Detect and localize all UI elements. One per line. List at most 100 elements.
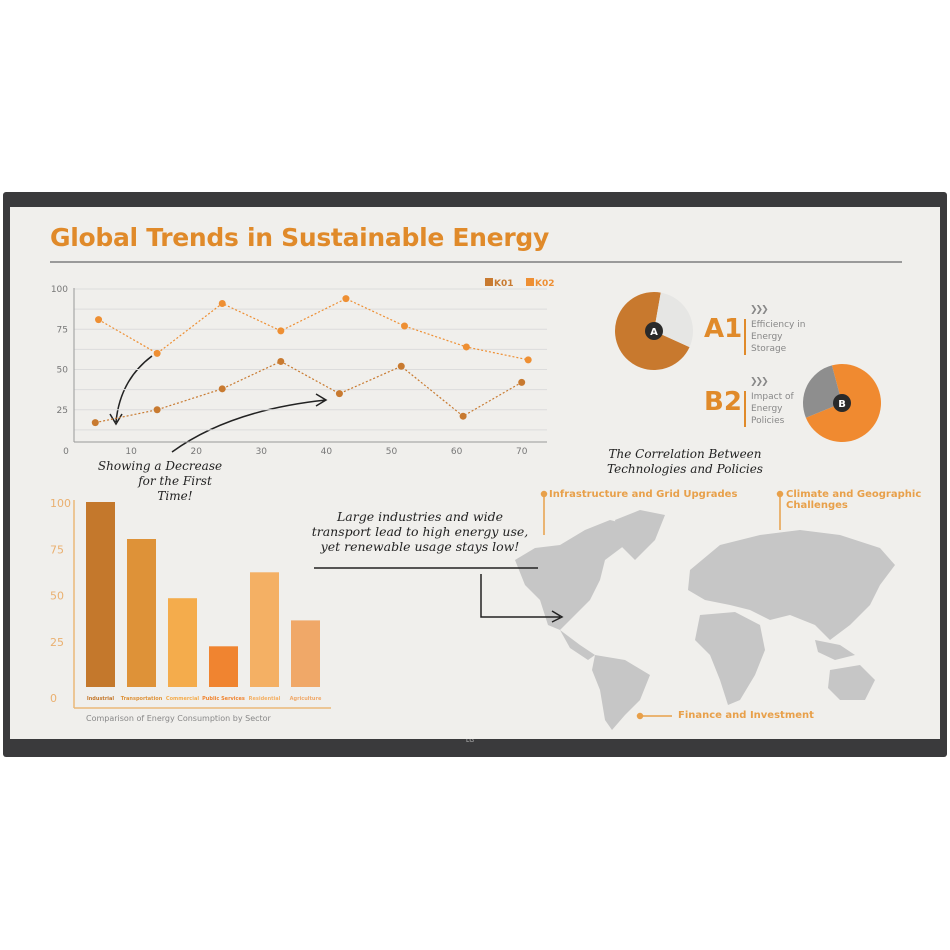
line-chart: 0 10 20 30 40 50 60 70 100 75 50 25 K01 K02 xyxy=(51,278,555,457)
annotation-line-1: Showing a Decrease xyxy=(97,459,223,473)
data-point-k02 xyxy=(153,349,161,357)
annotation-line-2: transport lead to high energy use, xyxy=(311,524,529,539)
x-tick-label: 20 xyxy=(190,447,202,457)
line-annotation: Showing a Decrease for the First Time! xyxy=(90,459,230,504)
pie-b-tag: B2 xyxy=(704,387,742,417)
annotation-line-3: yet renewable usage stays low! xyxy=(320,539,520,554)
data-point-k02 xyxy=(95,316,103,324)
data-point-k01 xyxy=(518,378,526,386)
chevrons-icon: ❯❯❯ xyxy=(750,377,769,387)
y-tick-label: 25 xyxy=(57,406,68,416)
category-label: Residential xyxy=(249,696,281,702)
annotation-line-2: for the First Time! xyxy=(138,474,212,503)
bar-industrial xyxy=(86,502,115,687)
category-label: Agriculture xyxy=(290,696,322,702)
lg-logo: LG xyxy=(466,737,474,744)
bar-transportation xyxy=(127,539,156,687)
chevrons-icon: ❯❯❯ xyxy=(750,305,769,315)
x-tick-label: 10 xyxy=(125,447,137,457)
map-north-america xyxy=(515,520,630,630)
x-tick-label: 40 xyxy=(321,447,333,457)
bar-residential xyxy=(250,572,279,687)
y-tick-label: 50 xyxy=(57,366,69,376)
legend-label: K01 xyxy=(494,279,514,289)
pie-a-caption: Efficiency in Energy Storage xyxy=(744,319,805,355)
map-label-climate: Climate and Geographic Challenges xyxy=(786,489,921,511)
pie-a-slice xyxy=(654,292,694,348)
x-tick-label: 0 xyxy=(63,447,69,457)
data-point-k02 xyxy=(462,343,470,351)
hand-arrows xyxy=(109,355,564,623)
data-point-k02 xyxy=(342,295,350,303)
map-africa xyxy=(695,612,765,705)
map-title-line-1: The Correlation Between xyxy=(608,447,762,461)
arrow-to-k01-dip xyxy=(171,393,328,453)
data-point-k01 xyxy=(277,357,285,365)
page-title: Global Trends in Sustainable Energy xyxy=(50,223,549,252)
bar-agriculture xyxy=(291,620,320,687)
map-annotation: Large industries and wide transport lead… xyxy=(300,509,540,554)
bar-commercial xyxy=(168,598,197,687)
caption-line: Policies xyxy=(751,416,785,426)
pie-charts: AB xyxy=(615,292,881,442)
bar-chart: 100 75 50 25 0 Industrial Transportation Commer… xyxy=(50,497,331,723)
map-central-america xyxy=(560,630,595,660)
data-point-k01 xyxy=(397,362,405,370)
map-south-america xyxy=(592,655,650,730)
pin-dot xyxy=(636,712,644,720)
map-title-line-2: Technologies and Policies xyxy=(607,462,763,476)
category-label: Transportation xyxy=(121,696,163,702)
map-label-infrastructure: Infrastructure and Grid Upgrades xyxy=(549,489,738,500)
map-southeast-asia xyxy=(815,640,855,660)
series-line-k02 xyxy=(98,297,529,361)
map-greenland xyxy=(615,510,665,560)
data-point-k01 xyxy=(459,412,467,420)
data-point-k01 xyxy=(218,385,226,393)
y-tick-label: 100 xyxy=(51,285,68,295)
map-europe-asia xyxy=(688,530,895,640)
y-tick-label: 75 xyxy=(57,325,68,335)
x-tick-label: 30 xyxy=(256,447,268,457)
bar-chart-caption: Comparison of Energy Consumption by Sect… xyxy=(86,714,272,723)
whiteboard-screen: Global Trends in Sustainable Energy Show… xyxy=(10,207,940,739)
y-tick-label: 0 xyxy=(50,692,57,705)
y-tick-label: 25 xyxy=(50,636,64,649)
data-point-k01 xyxy=(153,406,161,414)
legend-label: K02 xyxy=(535,279,555,289)
data-point-k02 xyxy=(277,327,285,335)
pie-center-badge xyxy=(645,322,663,340)
pie-center-badge xyxy=(833,394,851,412)
legend-swatch xyxy=(485,278,493,286)
title-divider xyxy=(50,261,902,263)
caption-line: Efficiency in xyxy=(751,320,806,330)
x-tick-label: 60 xyxy=(451,447,463,457)
legend-swatch xyxy=(526,278,534,286)
map-label-climate-line-1: Climate and Geographic xyxy=(786,489,922,500)
data-point-k01 xyxy=(335,390,343,398)
annotation-line-1: Large industries and wide xyxy=(337,509,503,524)
category-label: Public Services xyxy=(202,696,245,702)
category-label: Commercial xyxy=(166,696,199,702)
y-tick-label: 100 xyxy=(50,497,71,510)
y-tick-label: 75 xyxy=(50,543,64,556)
x-tick-label: 70 xyxy=(516,447,528,457)
data-point-k01 xyxy=(91,419,99,427)
data-point-k02 xyxy=(401,322,409,330)
caption-line: Energy xyxy=(751,332,783,342)
bar-public-services xyxy=(209,646,238,687)
map-title: The Correlation Between Technologies and… xyxy=(590,447,780,477)
pie-label: A xyxy=(650,327,658,338)
pie-b-slice xyxy=(803,365,842,418)
pie-a-tag: A1 xyxy=(704,314,743,344)
map-pins xyxy=(540,490,784,720)
world-map xyxy=(515,510,895,730)
x-tick-label: 50 xyxy=(386,447,398,457)
map-label-finance: Finance and Investment xyxy=(678,710,814,721)
arrow-to-map xyxy=(480,574,564,623)
data-point-k02 xyxy=(524,356,532,364)
caption-line: Storage xyxy=(751,344,787,354)
pin-dot xyxy=(776,490,784,498)
category-label: Industrial xyxy=(87,696,114,702)
map-label-climate-line-2: Challenges xyxy=(786,500,848,511)
